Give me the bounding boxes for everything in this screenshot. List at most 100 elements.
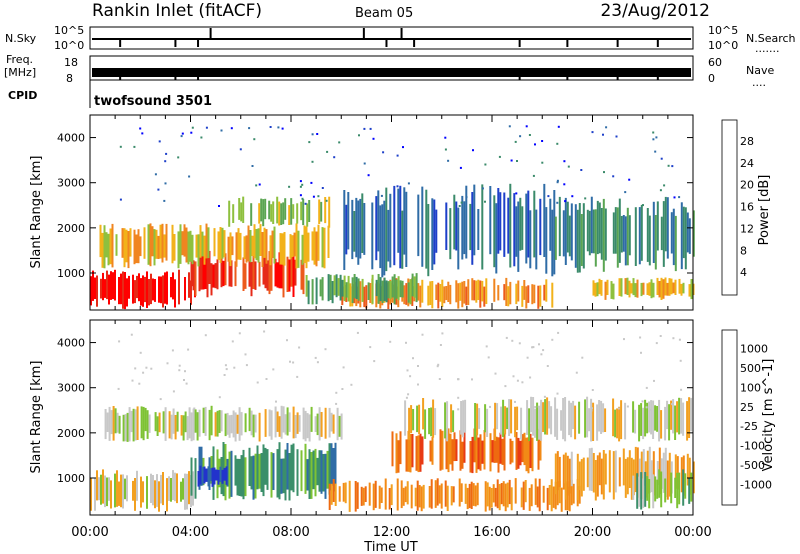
x-tick-label: 04:00 [172,525,209,540]
data-cell [349,283,352,307]
data-cell [548,401,551,429]
data-cell [369,127,372,130]
data-cell [447,281,450,302]
data-cell [310,181,313,184]
data-cell [333,156,336,159]
data-cell [497,188,500,254]
data-cell [452,410,455,432]
data-cell [460,201,463,204]
data-cell [425,189,428,269]
data-cell [115,234,118,256]
data-cell [345,282,348,298]
data-cell [114,473,116,508]
data-cell [276,411,279,432]
colorbar-tick-label: -1000 [740,479,772,492]
data-cell [328,196,331,228]
y-tick-label: 2000 [57,222,85,235]
data-cell [554,453,557,495]
data-cell [272,368,275,371]
y-tick-label: 2000 [57,427,85,440]
data-cell [146,476,148,509]
data-cell [218,205,220,207]
data-cell [525,125,528,128]
data-cell [181,132,184,135]
data-cell [268,200,271,220]
data-cell [359,198,362,259]
data-cell [416,480,419,511]
data-cell [638,476,641,507]
data-cell [399,431,402,465]
data-cell [524,480,527,503]
data-cell [164,182,167,185]
data-cell [264,447,267,485]
data-cell [626,277,629,295]
data-cell [489,405,491,408]
data-cell [379,277,382,302]
data-cell [380,487,383,503]
data-cell [441,332,444,335]
data-cell [670,278,673,295]
data-cell [202,407,205,434]
data-cell [160,474,162,504]
data-cell [686,401,689,441]
data-cell [486,408,489,437]
data-cell [504,385,507,388]
data-cell [301,197,304,200]
freq-trace [92,68,691,77]
data-cell [296,449,299,496]
data-cell [347,192,350,250]
data-cell [354,481,357,512]
data-cell [210,263,213,296]
data-cell [477,209,480,250]
data-cell [387,209,390,262]
data-cell [290,444,293,491]
data-cell [441,279,444,307]
data-cell [311,279,314,305]
data-cell [521,285,524,307]
velocity-x-ticks [89,320,694,515]
data-cell [539,432,542,461]
data-cell [560,487,563,512]
data-cell [525,437,528,472]
data-cell [682,282,685,294]
data-cell [654,150,657,153]
data-cell [249,230,252,263]
data-cell [624,458,627,498]
data-cell [584,399,587,438]
data-cell [530,484,533,507]
power-colorbar-label: Power [dB] [757,175,772,246]
data-cell [578,485,581,504]
data-cell [101,232,104,268]
data-cell [568,486,571,512]
data-cell [264,257,267,289]
data-cell [120,273,122,305]
data-cell [470,481,473,509]
data-cell [469,441,472,473]
data-cell [311,160,314,163]
data-cell [221,469,224,484]
data-cell [324,348,327,351]
data-cell [680,457,683,493]
data-cell [158,140,161,143]
data-cell [435,284,438,300]
data-cell [499,432,502,464]
data-cell [679,359,682,362]
data-cell [410,405,413,434]
colorbar-tick-label: -500 [740,459,765,472]
data-cell [439,344,442,346]
data-cell [374,480,377,508]
data-cell [383,200,386,276]
data-cell [263,227,266,258]
data-cell [220,129,223,132]
data-cell [640,351,642,354]
data-cell [262,199,265,227]
data-cell [455,439,458,461]
data-cell [280,257,283,289]
data-cell [602,133,604,136]
data-cell [278,252,281,289]
data-cell [399,280,402,298]
data-cell [604,281,607,300]
data-cell [664,447,667,497]
data-cell [378,485,381,509]
data-cell [154,412,157,432]
